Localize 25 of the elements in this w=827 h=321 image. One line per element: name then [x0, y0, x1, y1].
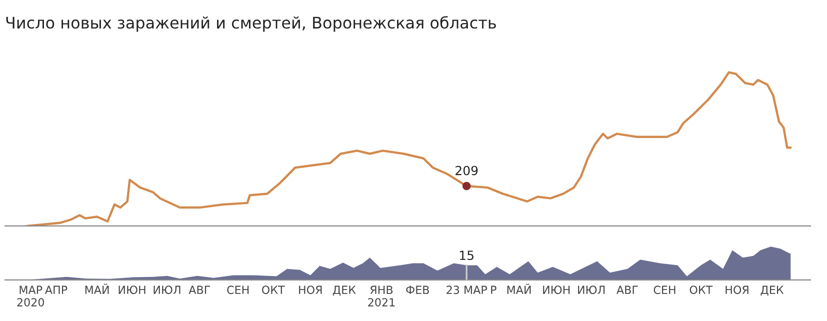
- x-tick-label: АВГ: [188, 286, 210, 294]
- x-tick-label: АПР: [45, 286, 68, 294]
- x-tick-label: СЕН: [654, 286, 676, 294]
- x-tick-label: ИЮН: [118, 286, 146, 294]
- x-tick-label: Р: [491, 286, 496, 294]
- x-tick-label: АВГ: [616, 286, 638, 294]
- x-tick-label: ОКТ: [262, 286, 285, 294]
- x-tick-label: ОКТ: [690, 286, 713, 294]
- x-tick-label: МАЙ: [85, 284, 109, 294]
- x-tick-label: ДЕК: [760, 286, 784, 296]
- x-tick-label: ЯНВ 2021: [368, 286, 395, 307]
- x-tick-label: МАР 2020: [17, 286, 44, 307]
- x-tick-label: ДЕК: [332, 286, 356, 296]
- x-tick-label: ИЮН: [543, 286, 570, 294]
- x-tick-label: НОЯ: [299, 286, 322, 294]
- x-tick-label: 23 МАР: [446, 286, 487, 294]
- x-tick-label: МАЙ: [507, 284, 531, 294]
- chart-title: Число новых заражений и смертей, Воронежская область: [6, 16, 496, 32]
- annotation: 15: [460, 250, 474, 260]
- annotation: 209: [456, 166, 478, 176]
- x-tick-label: СЕН: [227, 286, 249, 294]
- x-tick-label: ИЮЛ: [154, 286, 180, 294]
- x-tick-label: НОЯ: [726, 286, 748, 294]
- x-tick-label: ИЮЛ: [578, 286, 605, 294]
- x-tick-label: ФЕВ: [406, 286, 429, 294]
